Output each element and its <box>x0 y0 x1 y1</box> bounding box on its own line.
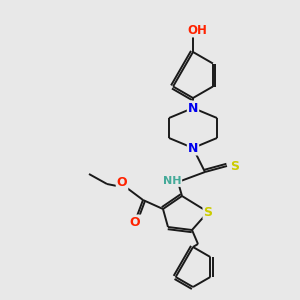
Text: N: N <box>188 101 198 115</box>
Text: NH: NH <box>163 176 181 186</box>
Text: OH: OH <box>187 23 207 37</box>
Text: O: O <box>130 215 140 229</box>
Text: O: O <box>117 176 127 190</box>
Text: N: N <box>188 142 198 154</box>
Text: S: S <box>230 160 239 172</box>
Text: S: S <box>203 206 212 218</box>
